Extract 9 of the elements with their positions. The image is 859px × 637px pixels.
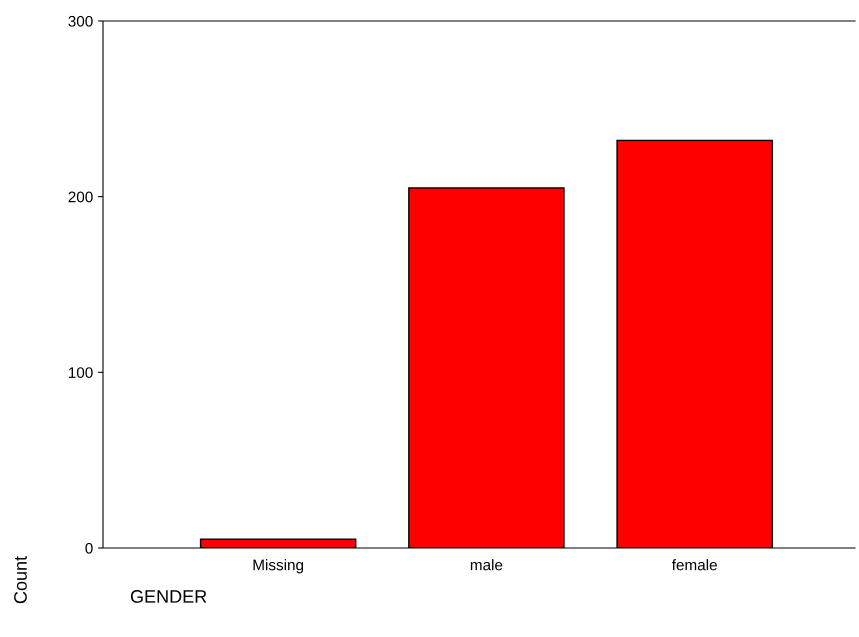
y-tick-label: 300: [68, 16, 93, 27]
x-tick-label: female: [672, 559, 717, 570]
y-tick-label: 100: [68, 367, 93, 378]
x-axis-title: GENDER: [130, 590, 206, 603]
x-tick-label: male: [470, 559, 502, 570]
y-axis-title: Count: [14, 556, 27, 604]
y-tick-label: 0: [85, 542, 93, 554]
x-tick-label: Missing: [254, 559, 304, 574]
y-tick-label: 200: [68, 192, 93, 202]
